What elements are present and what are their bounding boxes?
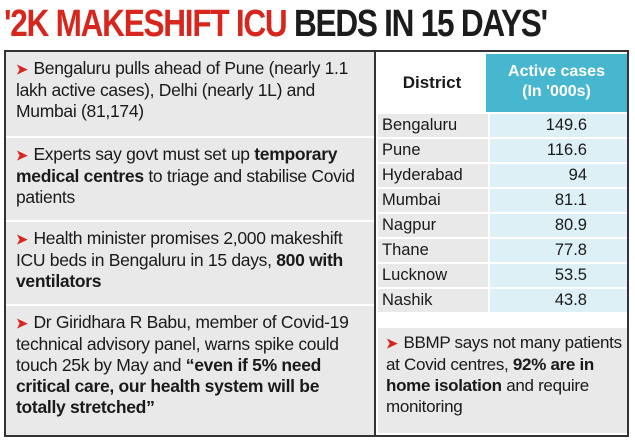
bullet-text: Dr Giridhara R Babu, member of Covid-19 … bbox=[16, 312, 349, 417]
table-row: Nashik 43.8 bbox=[378, 287, 627, 312]
bullet-item: ➤ Dr Giridhara R Babu, member of Covid-19… bbox=[6, 304, 374, 435]
district-cell: Nashik bbox=[378, 289, 488, 312]
bullet-text: Health minister promises 2,000 makeshift… bbox=[16, 228, 343, 291]
cases-cell: 81.1 bbox=[490, 189, 627, 212]
district-cell: Bengaluru bbox=[378, 114, 488, 137]
arrow-icon: ➤ bbox=[16, 61, 28, 77]
district-cell: Lucknow bbox=[378, 264, 488, 287]
bullet-item: ➤ Bengaluru pulls ahead of Pune (nearly 1… bbox=[6, 52, 374, 136]
header-active-cases: Active cases (In '000s) bbox=[486, 54, 627, 112]
body-text: to triage and stabilise Covid patients bbox=[16, 166, 355, 207]
table-row: Pune 116.6 bbox=[378, 137, 627, 162]
district-cell: Mumbai bbox=[378, 189, 488, 212]
table-row: Mumbai 81.1 bbox=[378, 187, 627, 212]
body-text: and require monitoring bbox=[386, 376, 589, 416]
emphasis-text: temporary medical centres bbox=[16, 144, 338, 186]
bbmp-text: BBMP says not many patients at Covid cen… bbox=[386, 333, 622, 416]
emphasis-text: 800 with ventilators bbox=[16, 250, 343, 291]
bullet-item: ➤ Experts say govt must set up temporary … bbox=[6, 136, 374, 220]
arrow-icon: ➤ bbox=[386, 335, 398, 351]
cases-cell: 149.6 bbox=[490, 114, 627, 137]
cases-cell: 53.5 bbox=[490, 264, 627, 287]
district-cell: Thane bbox=[378, 239, 488, 262]
body-text: BBMP says not many patients at Covid cen… bbox=[386, 333, 622, 374]
table-row: Bengaluru 149.6 bbox=[378, 112, 627, 137]
table-row: Lucknow 53.5 bbox=[378, 262, 627, 287]
header-cases-line2: (In '000s) bbox=[522, 83, 591, 100]
headline-red: '2K MAKESHIFT ICU bbox=[4, 3, 294, 45]
bullet-item: ➤ Health minister promises 2,000 makeshif… bbox=[6, 220, 374, 304]
bullet-text: Experts say govt must set up temporary m… bbox=[16, 144, 355, 207]
district-cell: Pune bbox=[378, 139, 488, 162]
cases-cell: 80.9 bbox=[490, 214, 627, 237]
district-cell: Nagpur bbox=[378, 214, 488, 237]
district-cell: Hyderabad bbox=[378, 164, 488, 187]
bullet-text: Bengaluru pulls ahead of Pune (nearly 1.… bbox=[16, 58, 348, 121]
body-text: Health minister promises 2,000 makeshift… bbox=[16, 228, 343, 270]
emphasis-text: “even if 5% need critical care, our heal… bbox=[16, 355, 322, 417]
cases-cell: 43.8 bbox=[490, 289, 627, 312]
arrow-icon: ➤ bbox=[16, 315, 28, 331]
header-cases-line1: Active cases bbox=[508, 63, 605, 80]
table-row: Hyderabad 94 bbox=[378, 162, 627, 187]
bbmp-note: ➤ BBMP says not many patients at Covid ce… bbox=[378, 328, 627, 433]
cases-cell: 77.8 bbox=[490, 239, 627, 262]
active-cases-table: District Active cases (In '000s) Bengalu… bbox=[378, 54, 627, 312]
cases-cell: 116.6 bbox=[490, 139, 627, 162]
arrow-icon: ➤ bbox=[16, 147, 28, 163]
headline: '2K MAKESHIFT ICU BEDS IN 15 DAYS' bbox=[4, 2, 548, 46]
table-row: Thane 77.8 bbox=[378, 237, 627, 262]
table-header: District Active cases (In '000s) bbox=[378, 54, 627, 112]
panel-divider bbox=[374, 52, 376, 435]
cases-cell: 94 bbox=[490, 164, 627, 187]
body-text: Bengaluru pulls ahead of Pune (nearly 1.… bbox=[16, 58, 349, 121]
body-text: Experts say govt must set up bbox=[33, 144, 255, 164]
arrow-icon: ➤ bbox=[16, 231, 28, 247]
bullet-panel: ➤ Bengaluru pulls ahead of Pune (nearly 1… bbox=[6, 52, 374, 435]
table-row: Nagpur 80.9 bbox=[378, 212, 627, 237]
headline-dark: BEDS IN 15 DAYS' bbox=[293, 3, 548, 45]
body-text: Dr Giridhara R Babu, member of Covid-19 … bbox=[16, 312, 349, 375]
header-district: District bbox=[378, 54, 486, 112]
emphasis-text: 92% are in home isolation bbox=[386, 355, 594, 395]
